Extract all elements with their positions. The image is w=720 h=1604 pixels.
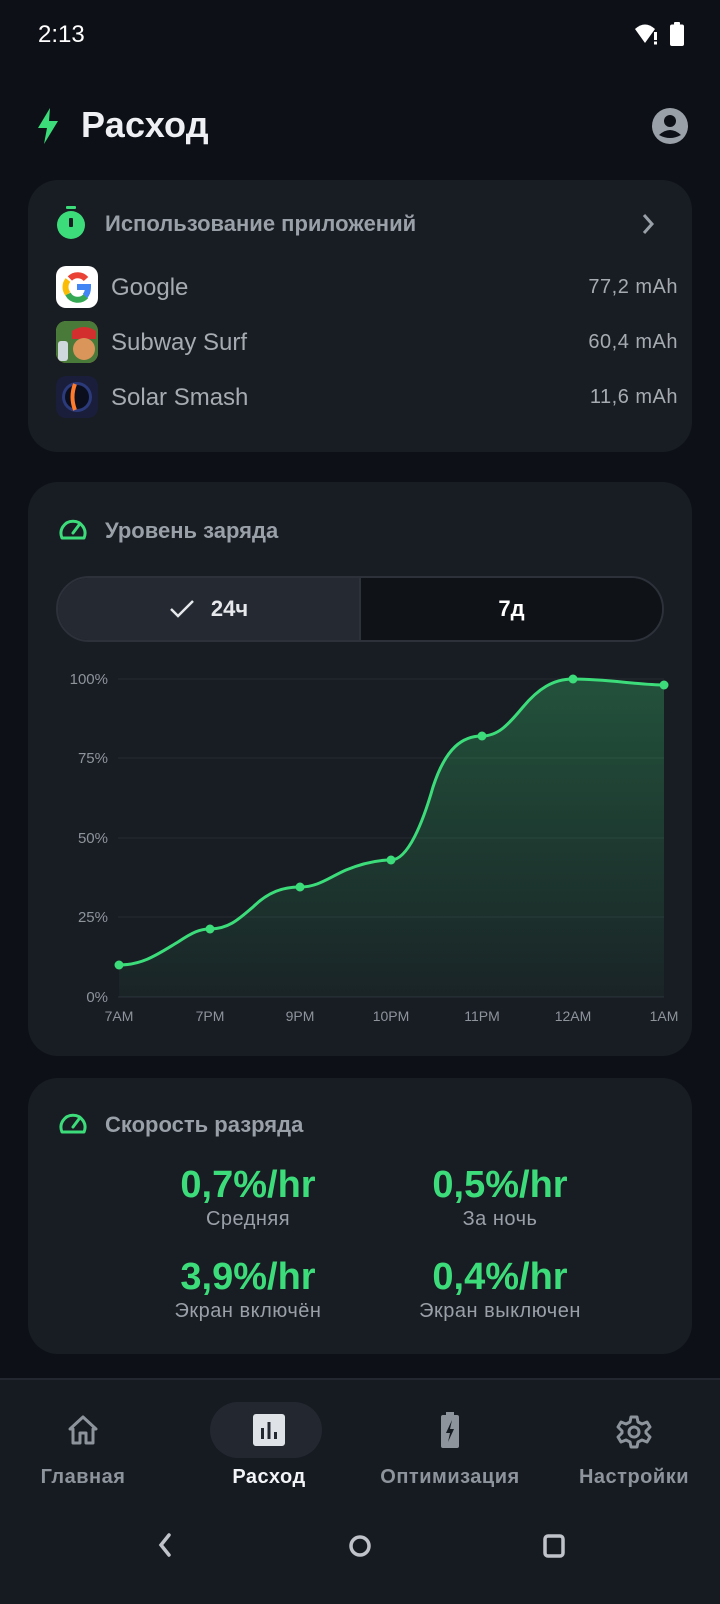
app-row-subway-surf[interactable]: Subway Surf 60,4 mAh: [56, 321, 678, 365]
recents-icon[interactable]: [542, 1533, 566, 1559]
home-icon: [68, 1415, 98, 1445]
status-icons: [634, 22, 684, 46]
rate-value: 0,5%/hr: [432, 1164, 568, 1206]
bolt-icon: [38, 108, 58, 144]
nav-label: Расход: [232, 1466, 306, 1488]
chart-area: [119, 679, 664, 997]
charge-level-card: Уровень заряда 24ч 7д 100% 75%: [28, 482, 692, 1056]
wifi-alert-icon: [635, 24, 657, 45]
charge-level-title: Уровень заряда: [105, 518, 279, 543]
rate-screen-on: 3,9%/hr Экран включён: [118, 1256, 378, 1323]
y-tick: 75%: [78, 750, 108, 767]
app-header: Расход: [0, 96, 720, 160]
account-circle-icon[interactable]: [652, 108, 688, 144]
rate-value: 0,4%/hr: [432, 1256, 568, 1298]
x-axis-labels: 7AM 7PM 9PM 10PM 11PM 12AM 1AM: [105, 1008, 679, 1024]
app-consumption: 60,4 mAh: [588, 331, 678, 353]
app-consumption: 11,6 mAh: [589, 386, 678, 408]
status-time: 2:13: [38, 21, 85, 48]
x-tick: 7AM: [105, 1008, 134, 1024]
google-app-icon: [56, 266, 98, 308]
nav-item-settings[interactable]: Настройки: [544, 1400, 720, 1490]
charge-level-chart: 100% 75% 50% 25% 0% 7AM 7PM 9PM 10PM 11P…: [70, 671, 679, 1024]
rate-label: Средняя: [205, 1208, 291, 1230]
chevron-right-icon[interactable]: [640, 213, 656, 235]
bottom-navigation: Главная Расход Оптимизация Настройки: [0, 1378, 720, 1604]
battery-full-icon: [670, 22, 684, 46]
page-title: Расход: [81, 104, 209, 145]
period-7d-label: 7д: [498, 596, 525, 621]
y-axis-labels: 100% 75% 50% 25% 0%: [70, 671, 108, 1006]
discharge-rate-title: Скорость разряда: [105, 1112, 304, 1137]
rate-value: 3,9%/hr: [180, 1256, 316, 1298]
chart-points: [114, 674, 669, 970]
x-tick: 12AM: [555, 1008, 592, 1024]
period-toggle: 24ч 7д: [56, 576, 664, 642]
nav-label: Настройки: [578, 1466, 690, 1488]
app-row-google[interactable]: Google 77,2 mAh: [56, 266, 678, 310]
x-tick: 10PM: [373, 1008, 410, 1024]
app-usage-title: Использование приложений: [105, 211, 417, 236]
status-bar: 2:13: [0, 0, 720, 72]
y-tick: 100%: [70, 671, 108, 688]
app-consumption: 77,2 mAh: [588, 276, 678, 298]
y-tick: 25%: [78, 909, 108, 926]
rate-label: Экран включён: [174, 1300, 322, 1322]
settings-gear-icon: [616, 1415, 652, 1449]
rate-screen-off: 0,4%/hr Экран выключен: [370, 1256, 630, 1323]
period-24h-label: 24ч: [210, 596, 249, 621]
home-circle-icon[interactable]: [348, 1534, 372, 1558]
nav-item-usage[interactable]: Расход: [179, 1400, 359, 1490]
app-name: Subway Surf: [111, 329, 248, 356]
solar-smash-app-icon: [56, 376, 98, 418]
rate-label: За ночь: [462, 1208, 538, 1230]
y-tick: 0%: [86, 989, 108, 1006]
rate-overnight: 0,5%/hr За ночь: [370, 1164, 630, 1231]
x-tick: 11PM: [464, 1008, 500, 1024]
discharge-rate-card: Скорость разряда 0,7%/hr Средняя 0,5%/hr…: [28, 1078, 692, 1354]
nav-item-optimization[interactable]: Оптимизация: [360, 1400, 540, 1490]
y-tick: 50%: [78, 830, 108, 847]
speedometer-icon: [59, 1113, 87, 1134]
rate-value: 0,7%/hr: [180, 1164, 316, 1206]
back-icon[interactable]: [155, 1532, 175, 1558]
system-navigation-bar: [0, 1530, 720, 1570]
x-tick: 7PM: [196, 1008, 225, 1024]
subway-surf-app-icon: [56, 321, 98, 363]
rate-label: Экран выключен: [419, 1300, 581, 1322]
rate-average: 0,7%/hr Средняя: [118, 1164, 378, 1231]
app-row-solar-smash[interactable]: Solar Smash 11,6 mAh: [56, 376, 678, 420]
x-tick: 9PM: [286, 1008, 315, 1024]
nav-label: Главная: [40, 1466, 126, 1488]
timer-icon: [57, 206, 85, 239]
nav-item-home[interactable]: Главная: [0, 1400, 173, 1490]
app-usage-card[interactable]: Использование приложений Google 77,2 mAh…: [28, 180, 692, 452]
speedometer-icon: [59, 519, 87, 540]
battery-charging-icon: [441, 1412, 459, 1448]
x-tick: 1AM: [650, 1008, 679, 1024]
period-24h-button[interactable]: 24ч: [58, 578, 359, 640]
nav-label: Оптимизация: [380, 1466, 520, 1488]
app-name: Solar Smash: [111, 384, 249, 411]
check-icon: [169, 600, 194, 618]
period-7d-button[interactable]: 7д: [359, 578, 662, 640]
bar-chart-icon: [253, 1414, 285, 1446]
app-name: Google: [111, 274, 189, 301]
